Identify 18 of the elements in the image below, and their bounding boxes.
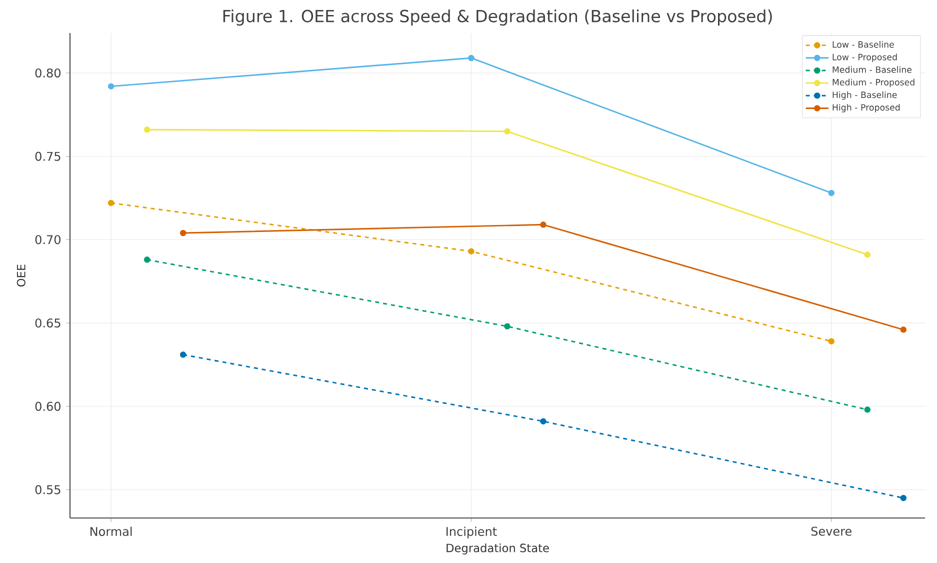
- legend-label: Medium - Baseline: [832, 66, 912, 73]
- legend-label: Medium - Proposed: [832, 78, 914, 88]
- x-axis-title: Degradation State: [446, 543, 549, 554]
- legend-label: High - Proposed: [832, 104, 900, 112]
- legend-label: Low - Proposed: [832, 54, 897, 62]
- y-tick-label: 0.60: [35, 402, 60, 411]
- y-tick-label: 0.80: [35, 68, 60, 78]
- chart-title: Figure 1. OEE across Speed & Degradation (Baseline vs Proposed): [223, 9, 772, 26]
- y-tick-label: 0.75: [35, 152, 60, 161]
- x-tick-label: Normal: [90, 526, 132, 536]
- y-tick-label: 0.65: [35, 318, 60, 328]
- legend-label: High - Baseline: [832, 91, 897, 100]
- x-tick-label: Incipient: [446, 526, 497, 538]
- legend-label: Low - Baseline: [832, 41, 894, 48]
- y-tick-label: 0.55: [35, 485, 60, 494]
- y-axis-title: OEE: [16, 264, 26, 286]
- y-tick-label: 0.70: [35, 235, 60, 244]
- x-tick-label: Severe: [811, 526, 852, 536]
